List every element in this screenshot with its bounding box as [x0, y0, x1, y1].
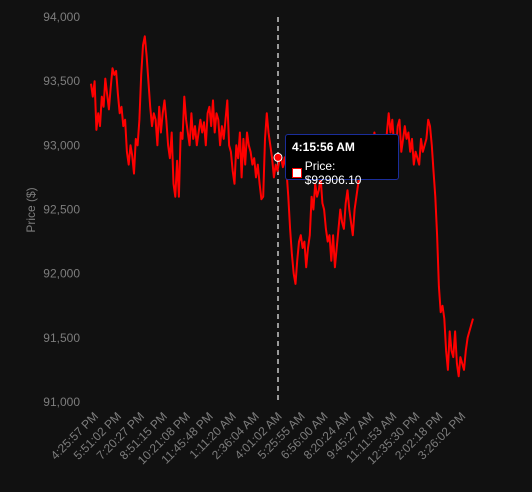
y-tick-label: 92,500 — [43, 203, 80, 217]
hover-tooltip: 4:15:56 AM Price: $92906.10 — [285, 134, 399, 187]
y-tick-label: 91,500 — [43, 331, 80, 345]
x-axis: 4:25:57 PM5:51:02 PM7:20:27 PM8:51:15 PM… — [48, 409, 468, 467]
y-tick-label: 94,000 — [43, 10, 80, 24]
price-series-line[interactable] — [90, 35, 474, 378]
tooltip-row: Price: $92906.10 — [292, 159, 392, 187]
y-tick-label: 93,000 — [43, 138, 80, 152]
y-tick-label: 92,000 — [43, 267, 80, 281]
tooltip-time: 4:15:56 AM — [292, 140, 355, 154]
y-axis: 91,000 91,500 92,000 92,500 93,000 93,500 94,0… — [43, 10, 80, 409]
hover-data-point[interactable] — [273, 152, 283, 162]
series-swatch — [292, 168, 302, 178]
tooltip-price: Price: $92906.10 — [304, 159, 362, 187]
y-tick-label: 93,500 — [43, 74, 80, 88]
y-tick-label: 91,000 — [43, 395, 80, 409]
y-axis-title: Price ($) — [24, 187, 38, 232]
